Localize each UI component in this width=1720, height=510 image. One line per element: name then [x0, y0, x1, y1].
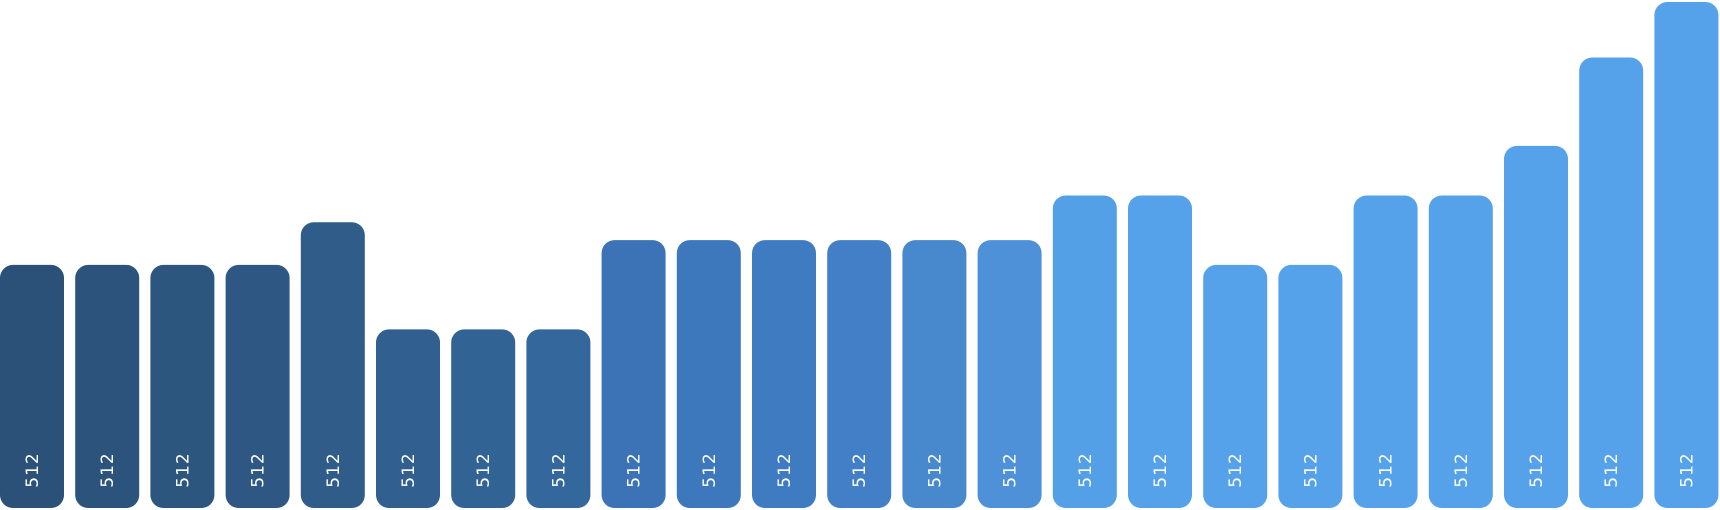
bar-11[interactable] — [752, 240, 816, 509]
bar-label-1: 512 — [23, 452, 43, 487]
bar-20[interactable] — [1428, 195, 1493, 508]
bar-label-21: 512 — [1527, 452, 1547, 487]
bar-18[interactable] — [1278, 264, 1343, 508]
bar-label-22: 512 — [1602, 452, 1622, 487]
bar-label-3: 512 — [173, 452, 193, 487]
bar-16[interactable] — [1128, 195, 1192, 508]
bar-label-8: 512 — [549, 452, 569, 487]
bar-10[interactable] — [676, 240, 741, 509]
bar-label-13: 512 — [925, 452, 945, 487]
bar-label-10: 512 — [700, 452, 720, 487]
bar-label-17: 512 — [1226, 452, 1246, 487]
bar-2[interactable] — [75, 264, 140, 508]
bar-label-14: 512 — [1001, 452, 1021, 487]
bar-label-4: 512 — [249, 452, 269, 487]
bar-4[interactable] — [225, 264, 290, 508]
bar-label-2: 512 — [98, 452, 118, 487]
bar-15[interactable] — [1052, 195, 1117, 508]
bar-5[interactable] — [300, 222, 365, 508]
bar-label-9: 512 — [625, 452, 645, 487]
bar-3[interactable] — [150, 264, 215, 508]
bar-1[interactable] — [0, 264, 64, 508]
bar-14[interactable] — [977, 240, 1042, 509]
bar-label-12: 512 — [850, 452, 870, 487]
bar-label-16: 512 — [1151, 452, 1171, 487]
bar-9[interactable] — [601, 240, 666, 509]
bar-22[interactable] — [1579, 57, 1644, 509]
bar-17[interactable] — [1203, 264, 1268, 508]
bar-label-20: 512 — [1452, 452, 1472, 487]
bar-label-5: 512 — [324, 452, 344, 487]
bar-label-23: 512 — [1677, 452, 1697, 487]
bar-label-19: 512 — [1377, 452, 1397, 487]
bar-13[interactable] — [902, 240, 967, 509]
bar-6[interactable] — [376, 329, 440, 508]
bar-label-15: 512 — [1076, 452, 1096, 487]
bar-8[interactable] — [526, 329, 591, 508]
bar-19[interactable] — [1353, 195, 1418, 508]
bar-12[interactable] — [827, 240, 892, 509]
bar-label-11: 512 — [775, 452, 795, 487]
bar-label-6: 512 — [399, 452, 419, 487]
bar-7[interactable] — [451, 329, 516, 508]
bar-21[interactable] — [1504, 145, 1568, 508]
bar-label-7: 512 — [474, 452, 494, 487]
bar-23[interactable] — [1654, 1, 1719, 508]
bar-label-18: 512 — [1301, 452, 1321, 487]
